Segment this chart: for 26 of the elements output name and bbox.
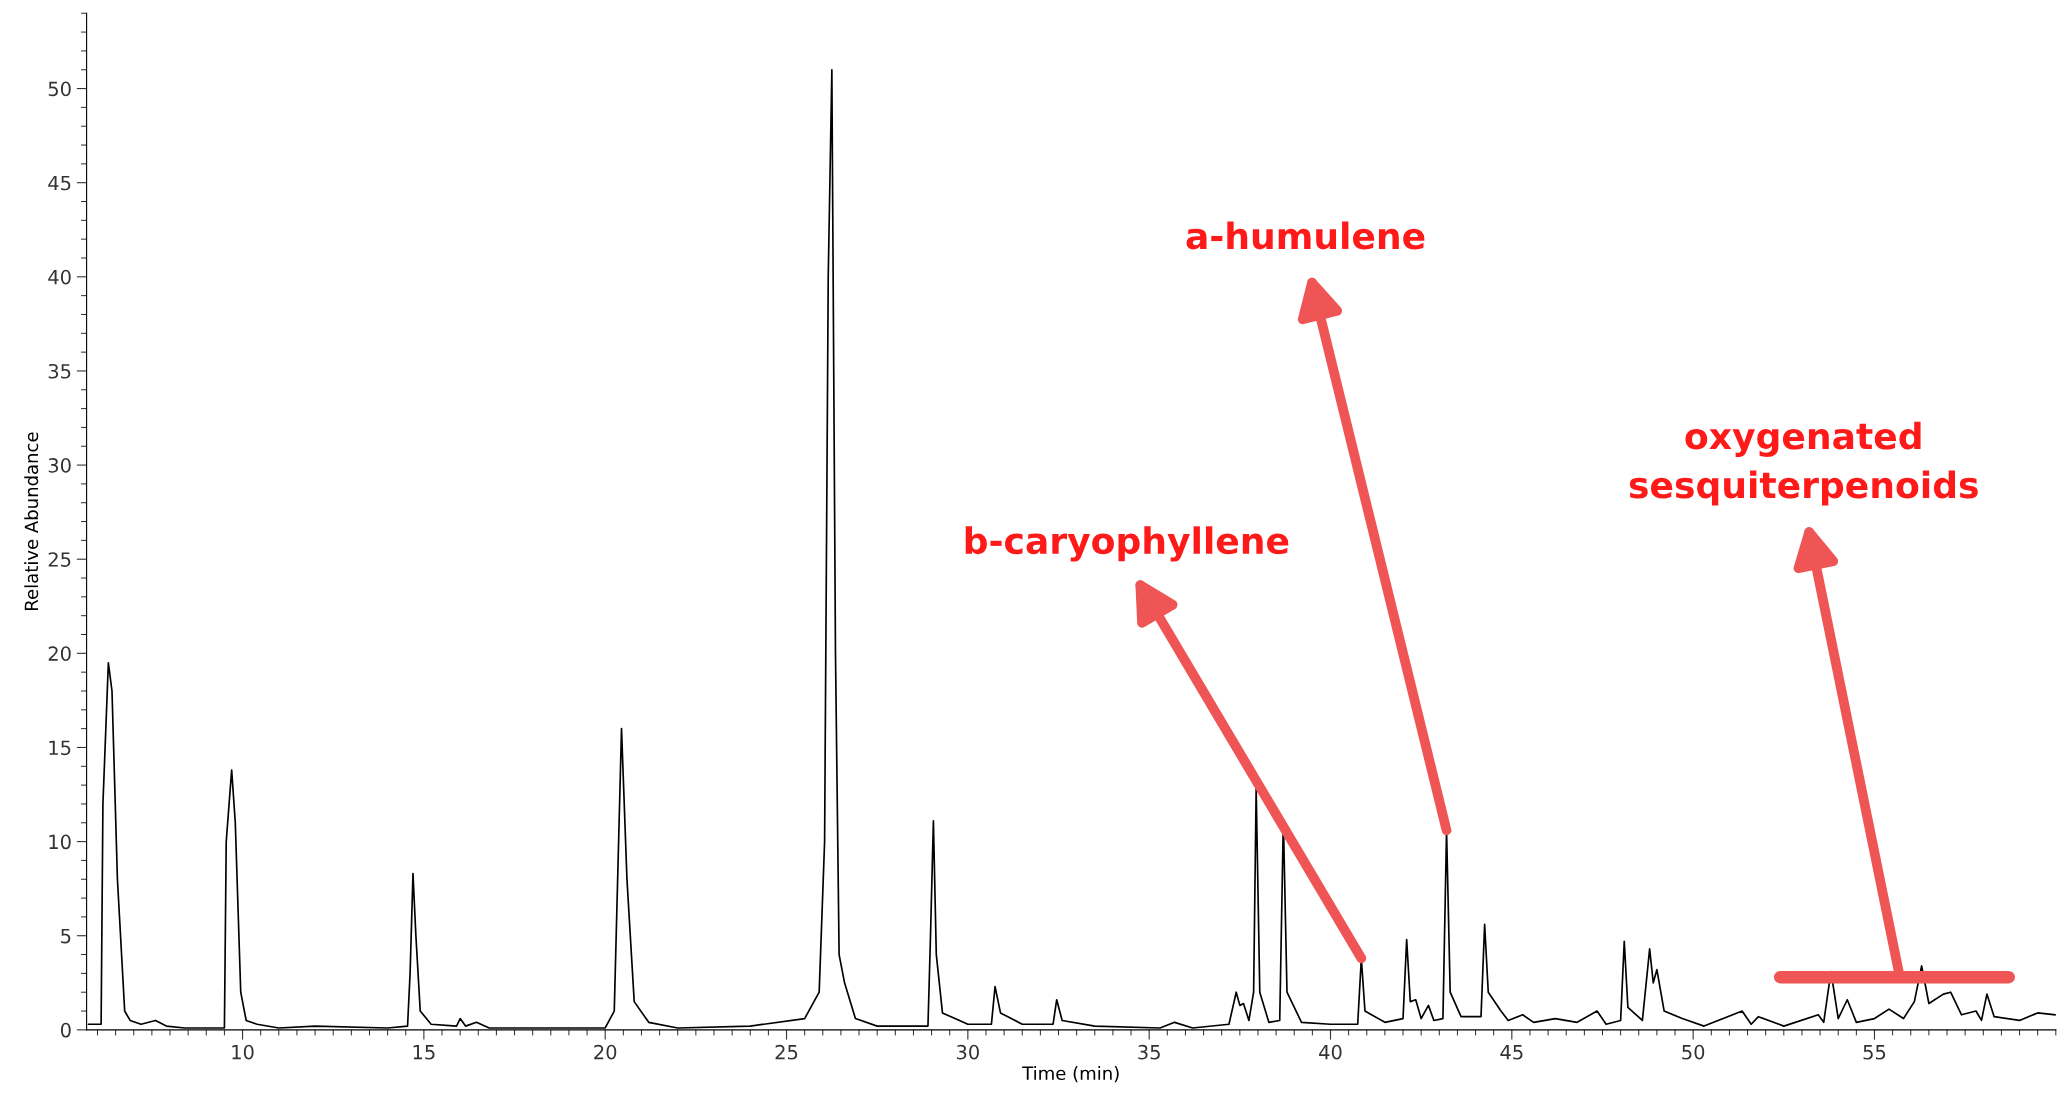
annotation: b-caryophyllene xyxy=(965,526,1289,562)
y-tick-label: 5 xyxy=(61,928,71,944)
x-tick-label: 10 xyxy=(232,1044,254,1060)
y-tick-label: 50 xyxy=(48,81,71,97)
x-tick-label: 50 xyxy=(1682,1044,1705,1060)
annotation: oxygenated sesquiterpenoids xyxy=(1629,421,1978,506)
y-tick-label: 15 xyxy=(49,740,71,756)
x-axis-title: Time (min) xyxy=(1022,1066,1119,1083)
x-tick-label: 30 xyxy=(956,1044,979,1060)
y-tick-label: 35 xyxy=(48,363,71,379)
y-tick-label: 40 xyxy=(48,269,71,285)
annotation: a-humulene xyxy=(1186,221,1425,250)
x-tick-label: 45 xyxy=(1500,1045,1523,1060)
y-tick-label: 45 xyxy=(48,175,71,191)
y-axis-title: Relative Abundance xyxy=(24,432,39,610)
x-tick-label: 40 xyxy=(1319,1044,1342,1060)
y-tick-label: 25 xyxy=(48,552,71,567)
y-tick-label: 0 xyxy=(60,1022,71,1038)
x-tick-label: 25 xyxy=(775,1044,798,1060)
x-tick-label: 20 xyxy=(594,1044,617,1060)
x-tick-label: 55 xyxy=(1863,1045,1886,1060)
y-tick-label: 30 xyxy=(48,458,71,473)
x-tick-label: 15 xyxy=(413,1045,435,1060)
x-tick-label: 35 xyxy=(1138,1044,1160,1060)
y-tick-label: 10 xyxy=(49,834,71,850)
y-tick-label: 20 xyxy=(48,646,71,662)
